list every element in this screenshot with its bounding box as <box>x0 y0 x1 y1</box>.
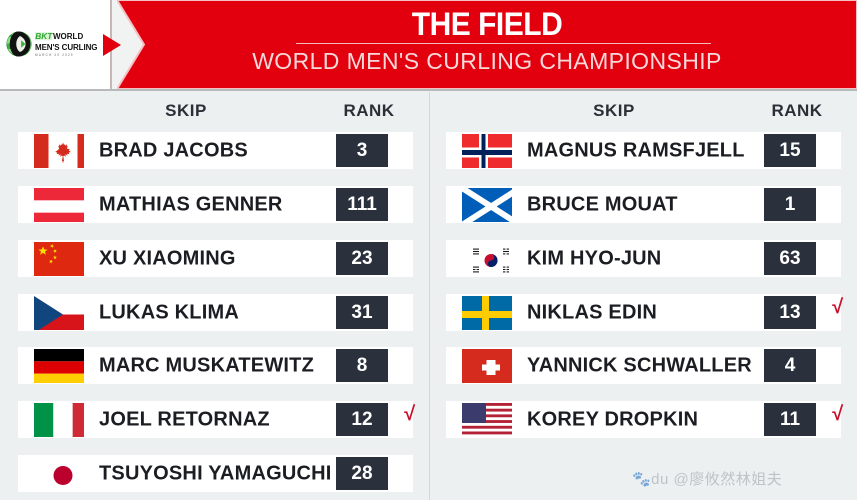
svg-text:WORLD: WORLD <box>53 32 83 41</box>
svg-text:MARCH 29 2025: MARCH 29 2025 <box>35 53 74 57</box>
svg-text:BKT: BKT <box>35 31 53 41</box>
svg-text:MEN'S CURLING: MEN'S CURLING <box>35 43 97 52</box>
